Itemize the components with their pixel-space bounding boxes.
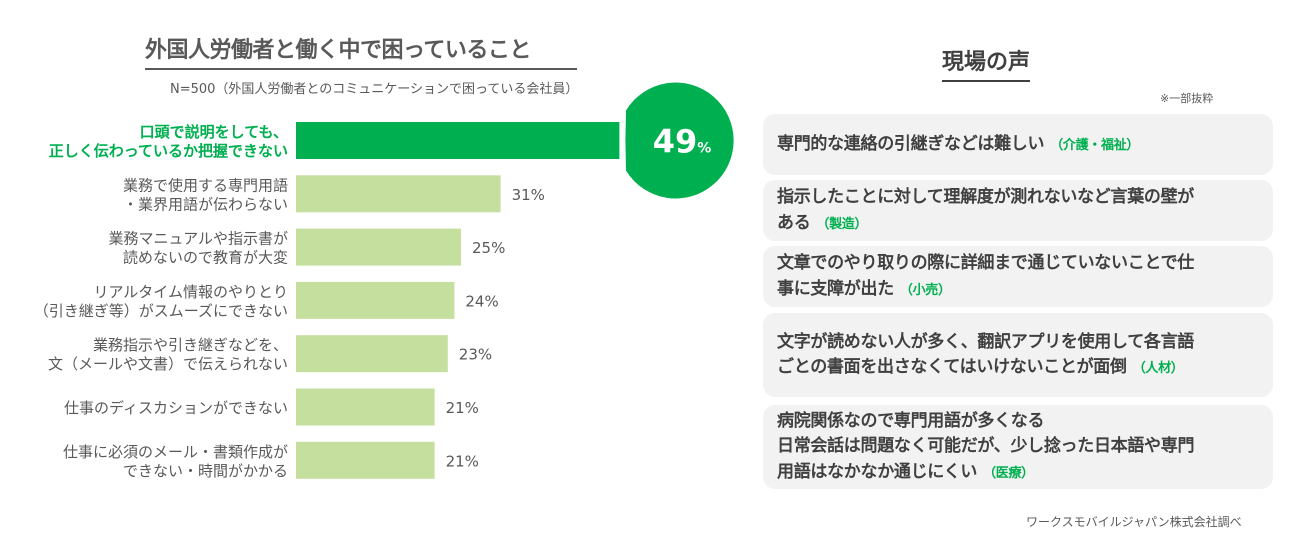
bar-chart: 口頭で説明をしても、正しく伝わっているか把握できない 49%業務で使用する専門用語…: [34, 82, 734, 480]
value-label: 25%: [472, 239, 505, 257]
category-label: リアルタイム情報のやりとり: [93, 283, 288, 301]
voice-card: 指示したことに対して理解度が測れないなど言葉の壁が ある （製造）: [763, 180, 1273, 241]
value-label: 21%: [446, 399, 479, 417]
bar: [296, 122, 620, 159]
category-label: 文（メールや文書）で伝えられない: [48, 355, 288, 373]
excerpt-note: ※一部抜粋: [1160, 92, 1214, 105]
voice-card: 専門的な連絡の引継ぎなどは難しい （介護・福祉）: [763, 114, 1273, 175]
category-label: 業務指示や引き継ぎなどを、: [93, 336, 288, 354]
voice-text: 病院関係なので専門用語が多くなる 日常会話は問題なく可能だが、少し捻った日本語や…: [777, 410, 1195, 482]
bar: [296, 175, 501, 213]
bar: [296, 228, 461, 266]
voice-text: 専門的な連絡の引継ぎなどは難しい: [777, 133, 1045, 154]
voice-text: 文字が読めない人が多く、翻訳アプリを使用して各言語 ごとの書面を出さなくてはいけ…: [777, 331, 1194, 378]
voice-tag: （人材）: [1132, 361, 1184, 376]
voice-card: 文章でのやり取りの際に詳細まで通じていないことで仕 事に支障が出た （小売）: [763, 246, 1273, 307]
chart-title: 外国人労働者と働く中で困っていること: [145, 32, 577, 70]
value-label: 24%: [465, 292, 498, 310]
value-label: 21%: [446, 452, 479, 470]
voice-card: 病院関係なので専門用語が多くなる 日常会話は問題なく可能だが、少し捻った日本語や…: [763, 405, 1273, 489]
voice-text: 文章でのやり取りの際に詳細まで通じていないことで仕 事に支障が出た: [777, 253, 1194, 299]
category-label: 業務マニュアルや指示書が: [108, 230, 288, 248]
highlight-callout: [625, 82, 734, 199]
bar: [296, 281, 455, 319]
source-note: ワークスモバイルジャパン株式会社調べ: [1026, 515, 1242, 529]
voices-title: 現場の声: [942, 44, 1031, 82]
voice-tag: （介護・福祉）: [1050, 137, 1140, 153]
voice-tag: （小売）: [899, 282, 951, 298]
category-label: 業務で使用する専門用語: [123, 176, 288, 194]
voice-card: 文字が読めない人が多く、翻訳アプリを使用して各言語 ごとの書面を出さなくてはいけ…: [763, 313, 1273, 397]
voice-tag: （製造）: [816, 216, 868, 232]
category-label: 仕事に必須のメール・書類作成が: [63, 443, 288, 461]
category-label: できない・時間がかかる: [123, 462, 288, 480]
voice-text: 指示したことに対して理解度が測れないなど言葉の壁が ある: [777, 187, 1194, 233]
category-label: ・業界用語が伝わらない: [123, 195, 288, 213]
value-label: 23%: [459, 346, 492, 364]
bar: [296, 441, 435, 479]
chart-subtitle: N=500（外国人労働者とのコミュニケーションで困っている会社員）: [170, 82, 579, 97]
category-label: 仕事のディスカションができない: [64, 399, 288, 417]
voice-tag: （医療）: [983, 465, 1034, 481]
value-label: 31%: [512, 186, 545, 204]
category-label: 読めないので教育が大変: [123, 249, 288, 267]
category-label: 正しく伝わっているか把握できない: [49, 142, 288, 160]
category-label: （引き継ぎ等）がスムーズにできない: [34, 302, 288, 320]
category-label: 口頭で説明をしても、: [140, 123, 288, 141]
bar: [296, 388, 435, 426]
bar: [296, 335, 448, 373]
value-unit: %: [697, 141, 711, 157]
